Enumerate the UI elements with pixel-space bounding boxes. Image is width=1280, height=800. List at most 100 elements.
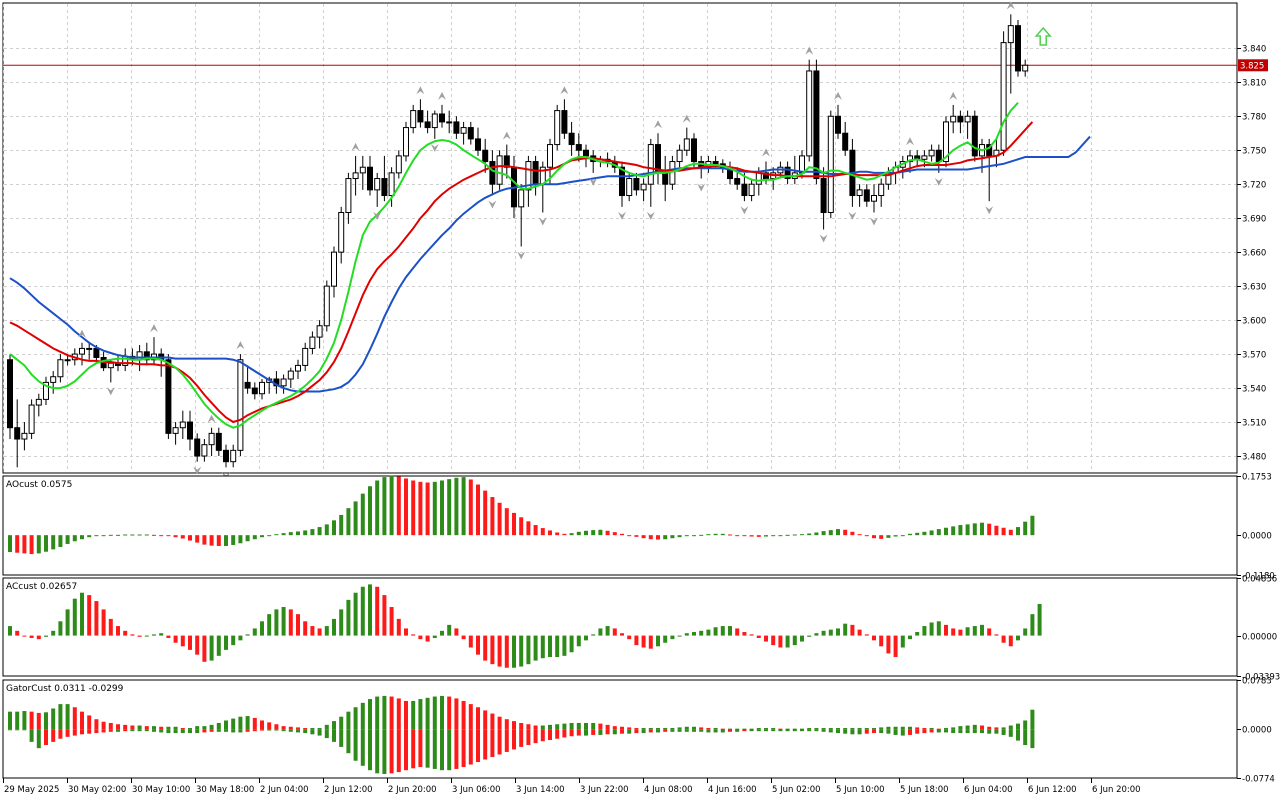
gator-upper-bar: [368, 699, 372, 730]
candle-body: [640, 183, 647, 191]
candle-body: [1000, 42, 1007, 151]
fractal-down-icon: [870, 217, 878, 226]
ao-bar: [720, 533, 725, 536]
ac-bar: [994, 634, 999, 636]
candle-body: [741, 183, 748, 197]
gator-lower-bar: [886, 729, 891, 734]
ac-bar: [1016, 635, 1020, 641]
gator-lower-bar: [555, 729, 560, 739]
gator-upper-bar: [742, 728, 747, 730]
ac-bar: [29, 635, 34, 638]
ao-panel[interactable]: 0.1753 0.0000 -0.1180 AOcust 0.0575: [2, 473, 1275, 582]
ao-bar: [908, 533, 912, 536]
gator-upper-bar: [389, 696, 394, 730]
candle-body: [986, 144, 993, 157]
ao-bar: [324, 524, 329, 536]
candle-body: [79, 347, 85, 355]
gator-upper-bar: [432, 696, 437, 730]
fractal-down-icon: [848, 211, 857, 220]
ao-bar: [548, 530, 552, 536]
gator-lower-bar: [382, 729, 387, 774]
gator-lower-bar: [440, 729, 444, 771]
ac-bar: [368, 584, 372, 636]
gator-axis-tick-label: -0.0774: [1242, 775, 1275, 785]
gator-lower-bar: [929, 729, 934, 733]
ao-bar: [29, 535, 34, 555]
ac-bar: [216, 635, 221, 656]
candle-body: [518, 189, 525, 208]
fractal-up-icon: [438, 91, 446, 100]
gator-upper-bar: [850, 728, 855, 730]
gator-upper-bar: [425, 697, 430, 730]
candle-body: [1007, 25, 1014, 44]
gator-upper-bar: [843, 728, 848, 730]
fractal-up-icon: [654, 120, 662, 129]
ao-bar: [922, 531, 927, 536]
fractal-down-icon: [697, 183, 706, 192]
candle-body: [215, 432, 222, 451]
candle-body: [280, 378, 287, 387]
fractal-down-icon: [193, 466, 202, 475]
ac-bar: [900, 635, 905, 648]
gator-lower-bar: [648, 729, 653, 733]
ao-bar: [440, 480, 444, 536]
gator-upper-bar: [497, 716, 502, 730]
ao-axis-tick-label: -0.1180: [1242, 572, 1275, 582]
candle-body: [871, 195, 877, 202]
gator-upper-bar: [684, 726, 689, 730]
ao-bar: [1023, 521, 1028, 536]
candle-body: [691, 138, 697, 163]
ao-bar: [972, 523, 977, 536]
gator-upper-bar: [994, 727, 999, 730]
gator-upper-bar: [555, 724, 560, 730]
ao-axis-tick-label: 0.1753: [1242, 473, 1272, 483]
ao-bar: [641, 535, 646, 539]
ao-bar: [144, 534, 149, 536]
ao-bar: [677, 535, 682, 538]
gator-lower-bar: [490, 729, 495, 757]
ac-bar: [152, 634, 156, 636]
gator-lower-bar: [15, 729, 20, 731]
ao-bar: [584, 530, 588, 536]
gator-upper-bar: [699, 727, 704, 730]
price-panel[interactable]: 3.840 3.810 3.780 3.750 3.720 3.690 3.660 3.630…: [2, 1, 1268, 777]
ac-bar: [454, 628, 459, 636]
gator-upper-bar: [123, 724, 128, 730]
gator-lower-bar: [627, 729, 632, 734]
gator-upper-bar: [418, 699, 423, 730]
ao-bar: [785, 534, 790, 536]
gator-lower-bar: [130, 729, 135, 732]
candle-body: [475, 138, 481, 151]
ac-bar: [627, 635, 632, 640]
gator-upper-bar: [296, 727, 300, 730]
candle-body: [626, 178, 633, 197]
fractal-down-icon: [934, 177, 943, 186]
gator-upper-bar: [346, 711, 351, 730]
ao-bar: [339, 514, 344, 536]
gator-lower-bar: [36, 729, 41, 749]
gator-lower-bar: [656, 729, 660, 733]
gator-upper-bar: [677, 727, 682, 730]
gator-upper-bar: [922, 728, 927, 730]
ao-bar: [404, 478, 408, 536]
fractal-down-icon: [740, 206, 749, 215]
ac-bar: [591, 634, 596, 636]
gator-lower-bar: [872, 729, 876, 734]
ao-bar: [893, 535, 898, 537]
ac-bar: [8, 626, 12, 636]
ac-panel[interactable]: 0.04836 0.00000 -0.03393 ACcust 0.02657: [2, 575, 1280, 683]
gator-panel[interactable]: 0.0783 0.0000 -0.0774 GatorCust 0.0311 -0.0…: [2, 677, 1275, 785]
ac-bar: [51, 630, 56, 636]
ao-bar: [778, 535, 783, 537]
ao-bar: [512, 512, 516, 536]
gator-upper-bar: [972, 724, 977, 730]
ao-bar: [656, 535, 660, 540]
gator-upper-bar: [476, 707, 480, 730]
ao-bar: [65, 535, 70, 544]
ao-bar: [22, 535, 27, 554]
gator-upper-bar: [951, 727, 956, 730]
ao-bar: [447, 479, 452, 536]
fractal-down-icon: [430, 143, 439, 152]
candle-body: [14, 427, 21, 440]
